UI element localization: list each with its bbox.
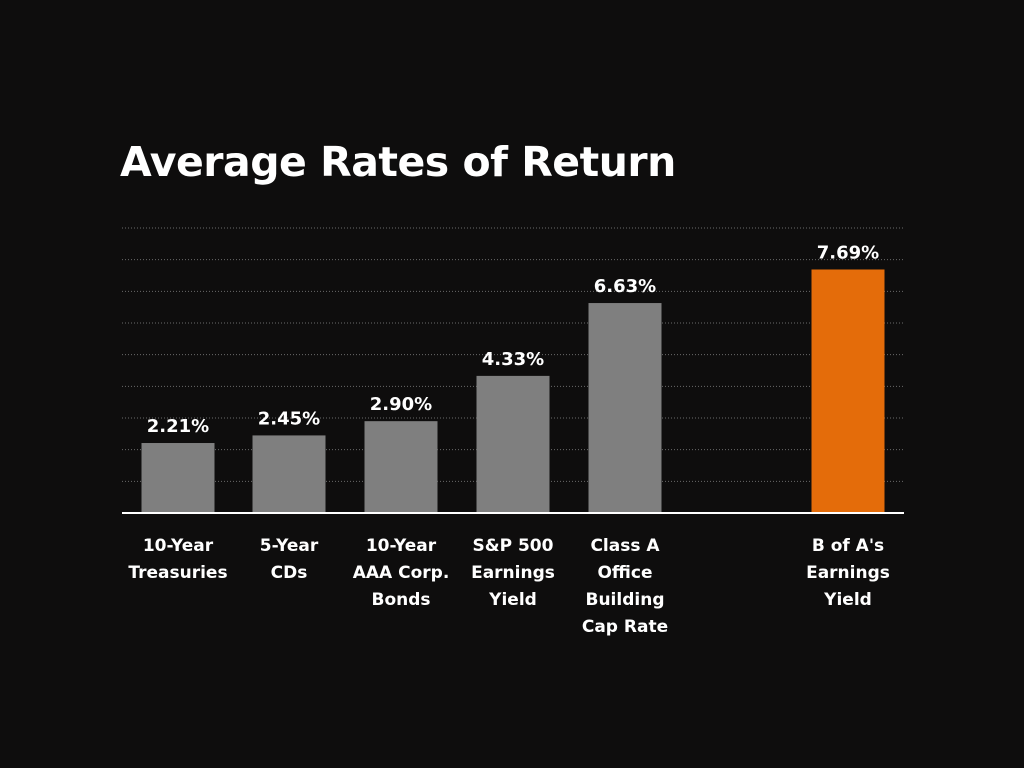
category-label: 10-Year Treasuries xyxy=(128,536,228,583)
bar xyxy=(476,375,550,513)
category-label: 10-Year AAA Corp. Bonds xyxy=(352,536,450,610)
bar xyxy=(588,303,662,513)
category-label: S&P 500 Earnings Yield xyxy=(471,536,555,610)
data-label: 2.21% xyxy=(147,416,209,437)
bar xyxy=(141,443,215,513)
data-label: 2.45% xyxy=(258,408,320,429)
bar xyxy=(364,421,438,513)
data-label: 7.69% xyxy=(817,242,879,263)
data-label: 2.90% xyxy=(370,394,432,415)
data-label: 4.33% xyxy=(482,349,544,370)
bar xyxy=(811,269,885,513)
category-label: Class A Office Building Cap Rate xyxy=(581,536,669,637)
category-label: B of A's Earnings Yield xyxy=(806,536,890,610)
data-label: 6.63% xyxy=(594,276,656,297)
chart-title: Average Rates of Return xyxy=(120,138,676,186)
bar xyxy=(252,435,326,513)
category-label: 5-Year CDs xyxy=(259,536,319,583)
bars xyxy=(141,269,885,513)
value-labels: 2.21% 2.45% 2.90% 4.33% 6.63% 7.69% xyxy=(147,242,879,437)
